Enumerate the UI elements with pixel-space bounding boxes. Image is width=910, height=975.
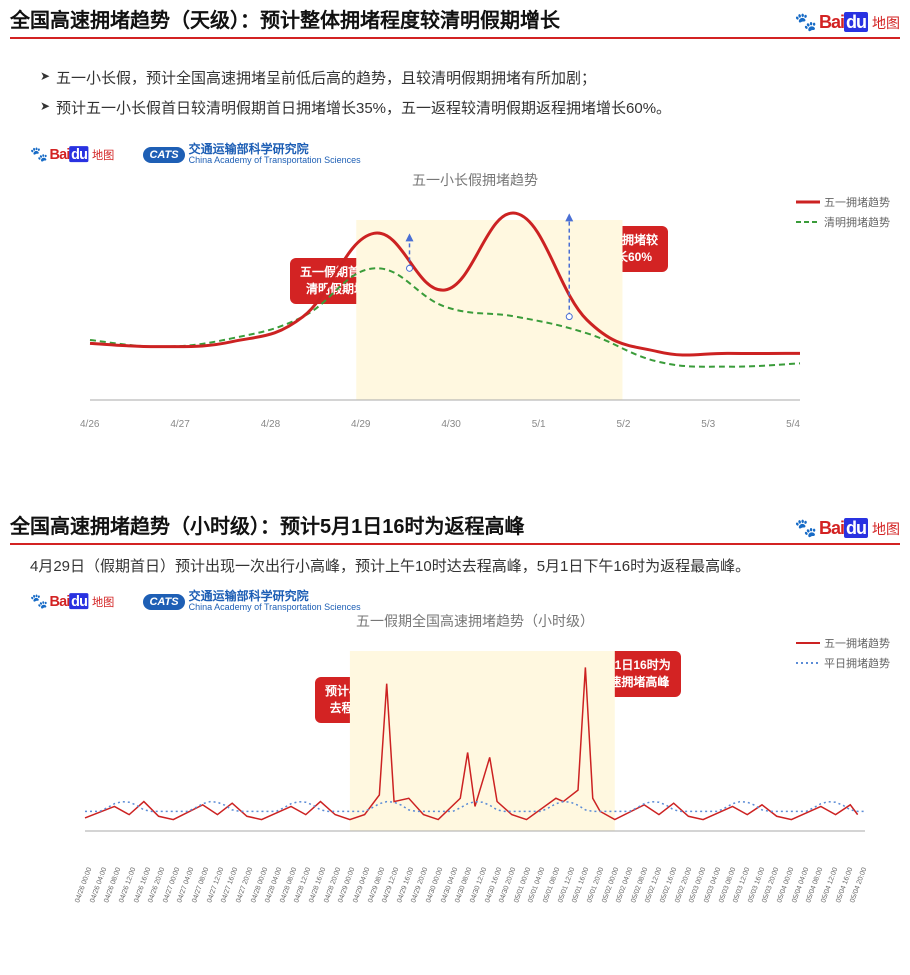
chart-hourly: 五一假期全国高速拥堵趋势（小时级） 五一拥堵趋势 平日拥堵趋势 五一小长假 预计…	[60, 611, 890, 911]
chart-daily: 五一小长假拥堵趋势 五一拥堵趋势 清明拥堵趋势 五一小长假 五一假期首日拥堵较清…	[60, 170, 890, 450]
x-axis-1: 4/264/274/284/294/305/15/25/35/4	[80, 419, 800, 430]
bullet-list-1: 五一小长假，预计全国高速拥堵呈前低后高的趋势，且较清明假期拥堵有所加剧； 预计五…	[10, 54, 900, 124]
bullet-item: 预计五一小长假首日较清明假期首日拥堵增长35%，五一返程较清明假期返程拥堵增长6…	[40, 94, 880, 124]
chart-title-2: 五一假期全国高速拥堵趋势（小时级）	[356, 611, 594, 631]
title-2: 全国高速拥堵趋势（小时级）：预计5月1日16时为返程高峰	[10, 510, 525, 539]
paw-icon: 🐾	[795, 12, 817, 33]
header-2: 全国高速拥堵趋势（小时级）：预计5月1日16时为返程高峰 🐾 Baidu 地图	[10, 510, 900, 545]
paw-icon: 🐾	[795, 518, 817, 539]
cats-logo: CATS 交通运输部科学研究院 China Academy of Transpo…	[143, 143, 360, 166]
title-1: 全国高速拥堵趋势（天级）：预计整体拥堵程度较清明假期增长	[10, 4, 560, 33]
x-axis-2: 04/26 00:0004/26 04:0004/26 08:0004/26 1…	[80, 868, 870, 905]
partner-logos: 🐾 Baidu 地图 CATS 交通运输部科学研究院 China Academy…	[10, 139, 900, 170]
section-daily: 全国高速拥堵趋势（天级）：预计整体拥堵程度较清明假期增长 🐾 Baidu 地图 …	[10, 4, 900, 450]
baidu-map-logo: 🐾 Baidu 地图	[795, 12, 900, 33]
cats-badge-icon: CATS	[143, 147, 184, 163]
baidu-map-logo: 🐾 Baidu 地图	[795, 518, 900, 539]
paragraph-2: 4月29日（假期首日）预计出现一次出行小高峰，预计上午10时达去程高峰，5月1日…	[10, 545, 900, 586]
header-1: 全国高速拥堵趋势（天级）：预计整体拥堵程度较清明假期增长 🐾 Baidu 地图	[10, 4, 900, 39]
section-hourly: 全国高速拥堵趋势（小时级）：预计5月1日16时为返程高峰 🐾 Baidu 地图 …	[10, 510, 900, 911]
chart-title-1: 五一小长假拥堵趋势	[412, 170, 538, 190]
bullet-item: 五一小长假，预计全国高速拥堵呈前低后高的趋势，且较清明假期拥堵有所加剧；	[40, 64, 880, 94]
chart-svg-1	[70, 190, 820, 430]
cats-logo: CATS 交通运输部科学研究院 China Academy of Transpo…	[143, 590, 360, 613]
chart-svg-2	[70, 631, 880, 861]
